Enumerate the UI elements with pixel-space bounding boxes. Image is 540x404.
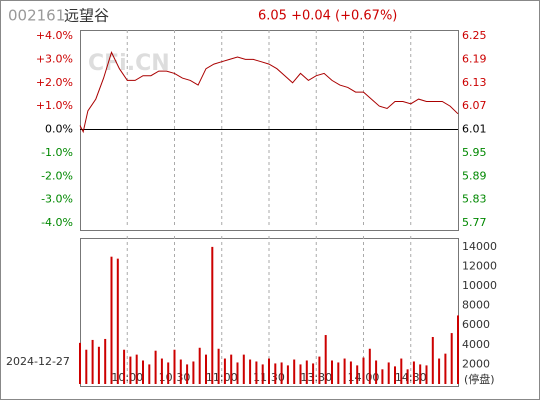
volume-bar <box>160 358 163 384</box>
volume-bar <box>79 342 81 384</box>
volume-bar <box>457 315 459 384</box>
volume-bar <box>387 362 390 384</box>
volume-bar <box>425 365 428 384</box>
quote: 6.05 +0.04 (+0.67%) <box>258 9 397 24</box>
x-tick-label: 13:30 <box>300 371 332 384</box>
volume-bar <box>135 354 138 384</box>
volume-bar <box>192 361 195 384</box>
volume-bar <box>305 360 308 384</box>
volume-bar <box>129 356 132 384</box>
y2-tick-label: 5.83 <box>462 193 487 206</box>
volume-bar <box>261 364 264 384</box>
volume-bar <box>211 246 214 384</box>
y-tick-label: +2.0% <box>36 76 73 89</box>
y-tick-label: 12000 <box>462 259 497 272</box>
volume-bar <box>375 360 378 384</box>
y-tick-label: -1.0% <box>41 146 73 159</box>
volume-bar <box>110 256 113 384</box>
y-tick-label: 10000 <box>462 279 497 292</box>
y2-tick-label: 5.89 <box>462 169 487 182</box>
price-line <box>79 51 459 134</box>
y-tick-label: 0.0% <box>45 123 73 136</box>
volume-bar <box>362 357 365 384</box>
volume-bar <box>312 363 315 384</box>
volume-bar <box>406 369 409 384</box>
y2-tick-label: 6.25 <box>462 29 487 42</box>
volume-bar <box>394 366 396 384</box>
volume-bar <box>356 365 359 384</box>
volume-bar <box>179 359 182 384</box>
volume-bar <box>154 350 157 384</box>
volume-bar <box>286 365 289 384</box>
volume-bar <box>255 361 258 384</box>
volume-bar <box>318 356 321 384</box>
volume-bar <box>230 354 233 384</box>
volume-bar <box>173 349 176 384</box>
stock-code: 002161 <box>8 7 65 25</box>
y2-tick-label: 5.77 <box>462 216 487 229</box>
y2-tick-label: 6.13 <box>462 76 487 89</box>
x-tick-label: 10:00 <box>111 371 143 384</box>
volume-bar <box>368 348 371 384</box>
volume-bar <box>236 362 239 384</box>
volume-bar <box>400 358 403 384</box>
volume-bar <box>217 348 220 384</box>
volume-bar <box>324 335 327 384</box>
y-tick-label: -4.0% <box>41 216 73 229</box>
stock-name: 远望谷 <box>64 7 109 25</box>
y2-tick-label: 6.07 <box>462 99 487 112</box>
volume-bar <box>274 363 277 384</box>
y-tick-label: +1.0% <box>36 99 73 112</box>
y-tick-label: +3.0% <box>36 52 73 65</box>
volume-bar <box>148 364 151 384</box>
y-tick-label: +4.0% <box>36 29 73 42</box>
y-tick-label: 4000 <box>462 338 490 351</box>
annotation: (停盘) <box>464 372 495 386</box>
volume-bar <box>242 354 245 384</box>
y-tick-label: 8000 <box>462 299 490 312</box>
x-tick-label: 14:30 <box>395 371 427 384</box>
volume-bar <box>249 359 252 384</box>
volume-bar <box>349 361 352 384</box>
volume-bar <box>412 361 415 384</box>
y2-tick-label: 6.19 <box>462 52 487 65</box>
volume-bar <box>331 360 333 384</box>
volume-bar <box>198 347 201 384</box>
volume-bar <box>116 258 119 384</box>
volume-bar <box>223 358 226 384</box>
x-tick-label: 11:00 <box>206 371 238 384</box>
volume-bar <box>337 362 340 384</box>
volume-bar <box>419 364 422 384</box>
volume-bar <box>431 336 434 384</box>
volume-bar <box>280 362 283 384</box>
y-tick-label: -2.0% <box>41 169 73 182</box>
y2-tick-label: 6.01 <box>462 123 487 136</box>
volume-bar <box>343 358 346 384</box>
volume-bar <box>268 358 270 384</box>
volume-bar <box>293 359 296 384</box>
volume-bar <box>438 358 441 384</box>
volume-bar <box>167 362 170 384</box>
y-tick-label: -3.0% <box>41 193 73 206</box>
y-tick-label: 14000 <box>462 240 497 253</box>
volume-bar <box>450 333 453 384</box>
volume-bar <box>85 349 88 384</box>
volume-bar <box>186 364 189 384</box>
volume-bar <box>142 360 144 384</box>
watermark: CFi.CN <box>88 51 170 76</box>
y-tick-label: 6000 <box>462 318 490 331</box>
y-tick-label: 2000 <box>462 357 490 370</box>
volume-bar <box>91 339 94 384</box>
volume-bar <box>444 353 447 384</box>
volume-bar <box>123 349 126 384</box>
volume-bar <box>299 364 302 384</box>
y2-tick-label: 5.95 <box>462 146 487 159</box>
volume-bar <box>97 346 100 384</box>
date: 2024-12-27 <box>6 355 70 368</box>
volume-bar <box>205 354 207 384</box>
volume-bar <box>381 369 384 384</box>
volume-bar <box>104 338 107 384</box>
